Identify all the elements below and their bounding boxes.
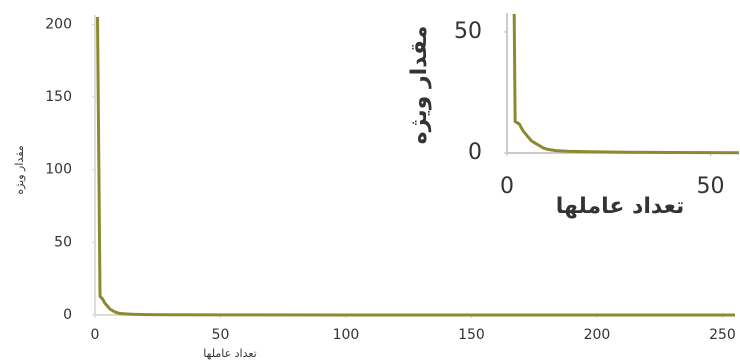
y-tick-label: 100 (45, 162, 72, 178)
x-tick-label: 50 (697, 174, 725, 199)
y-tick-label: 150 (45, 89, 72, 105)
x-tick-label: 50 (212, 327, 230, 343)
x-axis-title: تعداد عاملها (556, 194, 685, 219)
x-tick-label: 250 (709, 327, 736, 343)
y-tick-label: 50 (54, 234, 72, 250)
x-tick-label: 200 (584, 327, 611, 343)
x-axis-title: تعداد عاملها (203, 347, 256, 360)
y-tick-label: 50 (454, 19, 482, 44)
x-tick-label: 0 (91, 327, 100, 343)
x-tick-label: 100 (333, 327, 360, 343)
series-line (96, 16, 735, 317)
y-tick-label: 0 (63, 307, 72, 323)
y-tick-label: 200 (45, 16, 72, 32)
x-tick-label: 0 (500, 174, 514, 199)
y-axis-title: مقدار ویژه (13, 145, 26, 194)
y-axis-title: مقدار ویژه (407, 26, 432, 145)
x-tick-label: 150 (458, 327, 485, 343)
y-tick-label: 0 (468, 140, 482, 165)
series-line (512, 14, 740, 155)
